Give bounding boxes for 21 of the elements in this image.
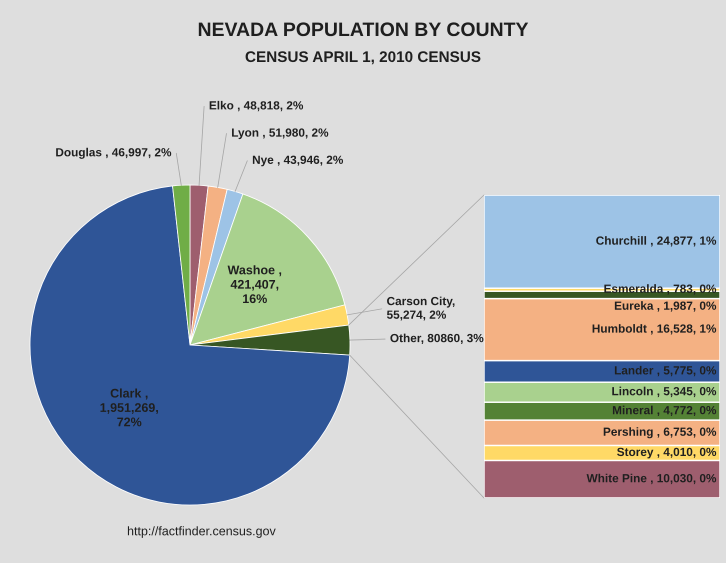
data-label: Nye , 43,946, 2% [252,156,344,166]
data-label: Lincoln , 5,345, 0% [612,386,716,398]
data-label: Lyon , 51,980, 2% [232,128,328,140]
data-label: Other, 80860, 3% [390,334,484,344]
data-label: Washoe , 421,407, 16% [228,265,282,304]
data-label: Douglas , 46,997, 2% [56,148,172,159]
data-label: Carson City, 55,274, 2% [386,296,454,321]
text: http://factfinder.census.gov [128,526,276,538]
chart-subtitle: CENSUS APRIL 1, 2010 CENSUS [246,51,480,64]
data-label: Mineral , 4,772, 0% [612,406,716,416]
data-label: Storey , 4,010, 0% [617,448,716,458]
data-label: Lander , 5,775, 0% [614,366,716,376]
data-label: Churchill , 24,877, 1% [596,236,716,246]
pie-slice [30,186,350,506]
data-label: Pershing , 6,753, 0% [604,427,716,438]
data-label: Eureka , 1,987, 0% [614,301,716,312]
data-label: White Pine , 10,030, 0% [586,474,716,484]
data-label: Clark , 1,951,269, 72% [100,388,158,426]
data-label: Humboldt , 16,528, 1% [592,324,716,334]
chart-title: NEVADA POPULATION BY COUNTY [198,22,528,36]
data-label: Elko , 48,818, 2% [210,100,304,112]
